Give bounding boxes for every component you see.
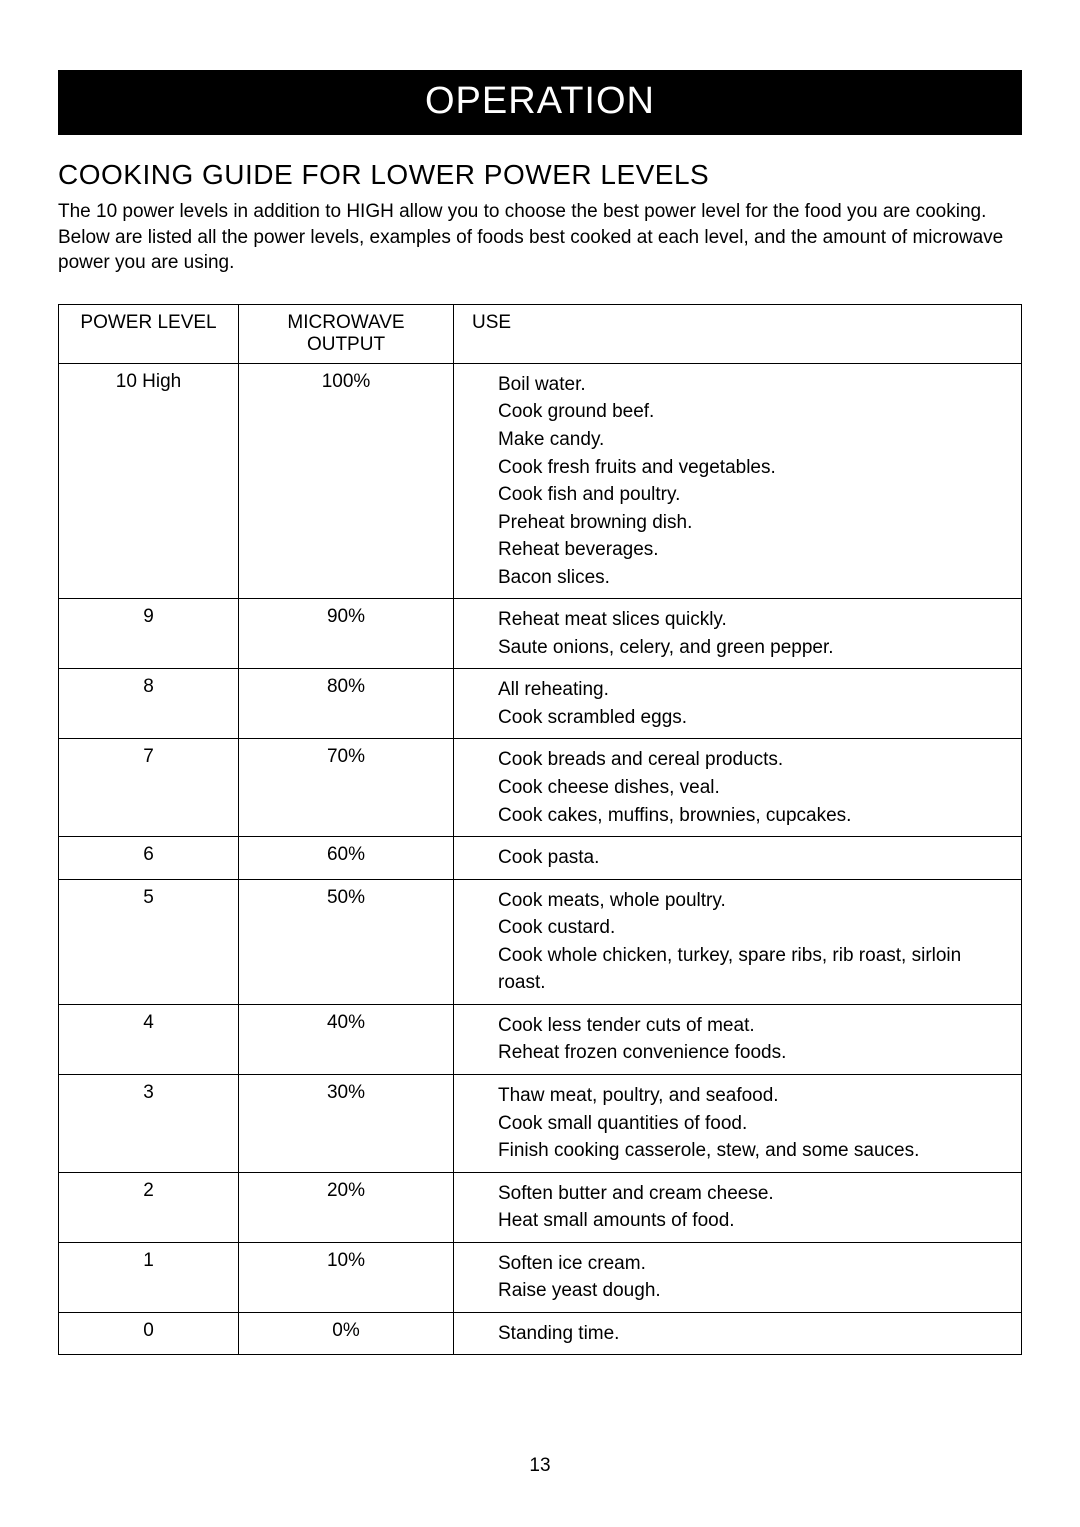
section-title: COOKING GUIDE FOR LOWER POWER LEVELS (58, 159, 1022, 191)
use-line: Reheat frozen convenience foods. (498, 1039, 1009, 1067)
table-row: 660% Cook pasta. (59, 837, 1022, 880)
column-header-microwave-output: MICROWAVE OUTPUT (239, 304, 454, 363)
use-line: All reheating. (498, 676, 1009, 704)
use-line: Cook cheese dishes, veal. (498, 774, 1009, 802)
use-line: Cook fish and poultry. (498, 481, 1009, 509)
use-line: Cook cakes, muffins, brownies, cupcakes. (498, 802, 1009, 830)
use-line: Cook meats, whole poultry. (498, 887, 1009, 915)
use-line: Cook ground beef. (498, 398, 1009, 426)
cell-power-level: 5 (59, 879, 239, 1004)
cell-microwave-output: 10% (239, 1242, 454, 1312)
table-row: 440%Cook less tender cuts of meat.Reheat… (59, 1004, 1022, 1074)
table-header-row: POWER LEVEL MICROWAVE OUTPUT USE (59, 304, 1022, 363)
table-row: 990%Reheat meat slices quickly.Saute oni… (59, 599, 1022, 669)
column-header-use: USE (454, 304, 1022, 363)
banner-title: OPERATION (58, 70, 1022, 135)
use-line: Soften butter and cream cheese. (498, 1180, 1009, 1208)
cell-use: All reheating.Cook scrambled eggs. (454, 669, 1022, 739)
cell-use: Soften ice cream.Raise yeast dough. (454, 1242, 1022, 1312)
cell-use: Reheat meat slices quickly.Saute onions,… (454, 599, 1022, 669)
cell-microwave-output: 90% (239, 599, 454, 669)
column-header-power-level: POWER LEVEL (59, 304, 239, 363)
cell-use: Cook breads and cereal products.Cook che… (454, 739, 1022, 837)
cell-use: Standing time. (454, 1312, 1022, 1355)
use-line: Heat small amounts of food. (498, 1207, 1009, 1235)
cell-power-level: 1 (59, 1242, 239, 1312)
cell-microwave-output: 40% (239, 1004, 454, 1074)
cell-power-level: 0 (59, 1312, 239, 1355)
intro-text: The 10 power levels in addition to HIGH … (58, 199, 1022, 276)
cell-microwave-output: 80% (239, 669, 454, 739)
power-level-table: POWER LEVEL MICROWAVE OUTPUT USE 10 High… (58, 304, 1022, 1355)
use-line: Preheat browning dish. (498, 509, 1009, 537)
cell-use: Cook meats, whole poultry.Cook custard.C… (454, 879, 1022, 1004)
table-row: 10 High100%Boil water.Cook ground beef.M… (59, 363, 1022, 598)
cell-microwave-output: 100% (239, 363, 454, 598)
table-row: 770%Cook breads and cereal products.Cook… (59, 739, 1022, 837)
cell-microwave-output: 30% (239, 1074, 454, 1172)
cell-microwave-output: 0% (239, 1312, 454, 1355)
cell-microwave-output: 50% (239, 879, 454, 1004)
cell-use: Boil water.Cook ground beef.Make candy.C… (454, 363, 1022, 598)
table-row: 220%Soften butter and cream cheese.Heat … (59, 1172, 1022, 1242)
table-row: 00% Standing time. (59, 1312, 1022, 1355)
use-line: Boil water. (498, 371, 1009, 399)
use-line: Cook fresh fruits and vegetables. (498, 454, 1009, 482)
use-line: Cook small quantities of food. (498, 1110, 1009, 1138)
use-line: Thaw meat, poultry, and seafood. (498, 1082, 1009, 1110)
cell-power-level: 6 (59, 837, 239, 880)
cell-power-level: 3 (59, 1074, 239, 1172)
cell-use: Soften butter and cream cheese.Heat smal… (454, 1172, 1022, 1242)
cell-power-level: 4 (59, 1004, 239, 1074)
use-line: Reheat meat slices quickly. (498, 606, 1009, 634)
use-line: Cook scrambled eggs. (498, 704, 1009, 732)
page-number: 13 (58, 1455, 1022, 1477)
use-line: Bacon slices. (498, 564, 1009, 592)
use-line: Raise yeast dough. (498, 1277, 1009, 1305)
table-row: 880%All reheating.Cook scrambled eggs. (59, 669, 1022, 739)
table-row: 330%Thaw meat, poultry, and seafood.Cook… (59, 1074, 1022, 1172)
use-line: Cook less tender cuts of meat. (498, 1012, 1009, 1040)
cell-use: Thaw meat, poultry, and seafood.Cook sma… (454, 1074, 1022, 1172)
cell-power-level: 9 (59, 599, 239, 669)
use-line: Soften ice cream. (498, 1250, 1009, 1278)
use-line: Cook breads and cereal products. (498, 746, 1009, 774)
use-line: Finish cooking casserole, stew, and some… (498, 1137, 1009, 1165)
use-line: Reheat beverages. (498, 536, 1009, 564)
use-line: Standing time. (498, 1320, 1009, 1348)
table-row: 550%Cook meats, whole poultry.Cook custa… (59, 879, 1022, 1004)
use-line: Cook custard. (498, 914, 1009, 942)
cell-microwave-output: 60% (239, 837, 454, 880)
use-line: Cook whole chicken, turkey, spare ribs, … (498, 942, 1009, 997)
cell-power-level: 7 (59, 739, 239, 837)
use-line: Cook pasta. (498, 844, 1009, 872)
cell-power-level: 8 (59, 669, 239, 739)
table-row: 110%Soften ice cream.Raise yeast dough. (59, 1242, 1022, 1312)
cell-microwave-output: 70% (239, 739, 454, 837)
cell-microwave-output: 20% (239, 1172, 454, 1242)
cell-use: Cook pasta. (454, 837, 1022, 880)
cell-use: Cook less tender cuts of meat.Reheat fro… (454, 1004, 1022, 1074)
cell-power-level: 10 High (59, 363, 239, 598)
cell-power-level: 2 (59, 1172, 239, 1242)
use-line: Saute onions, celery, and green pepper. (498, 634, 1009, 662)
use-line: Make candy. (498, 426, 1009, 454)
